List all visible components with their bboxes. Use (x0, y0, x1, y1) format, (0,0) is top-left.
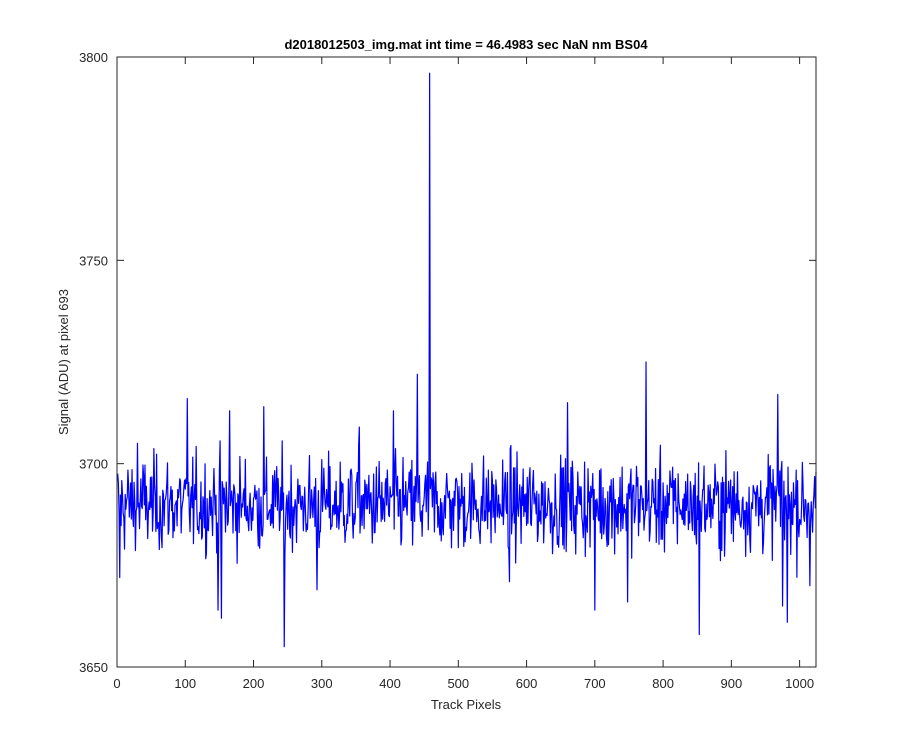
y-tick-label: 3800 (79, 50, 108, 65)
x-tick-label: 200 (243, 676, 265, 691)
signal-line (117, 72, 817, 648)
x-tick-label: 700 (584, 676, 606, 691)
x-axis-label: Track Pixels (431, 697, 502, 712)
chart-title: d2018012503_img.mat int time = 46.4983 s… (284, 37, 648, 52)
series-layer (117, 72, 817, 648)
x-tick-label: 500 (447, 676, 469, 691)
y-tick-label: 3750 (79, 253, 108, 268)
x-tick-label: 600 (516, 676, 538, 691)
x-tick-label: 100 (174, 676, 196, 691)
axes-box (116, 56, 817, 668)
x-axis: 0 100 200 300 400 500 600 700 800 900 1000 (113, 57, 814, 691)
x-tick-label: 0 (113, 676, 120, 691)
x-tick-label: 300 (311, 676, 333, 691)
x-tick-label: 900 (721, 676, 743, 691)
x-tick-label: 400 (379, 676, 401, 691)
x-tick-label: 1000 (785, 676, 814, 691)
y-axis: 3650 3700 3750 3800 (79, 50, 816, 675)
y-tick-label: 3650 (79, 660, 108, 675)
y-tick-label: 3700 (79, 457, 108, 472)
x-tick-label: 800 (652, 676, 674, 691)
y-axis-label: Signal (ADU) at pixel 693 (56, 289, 71, 435)
